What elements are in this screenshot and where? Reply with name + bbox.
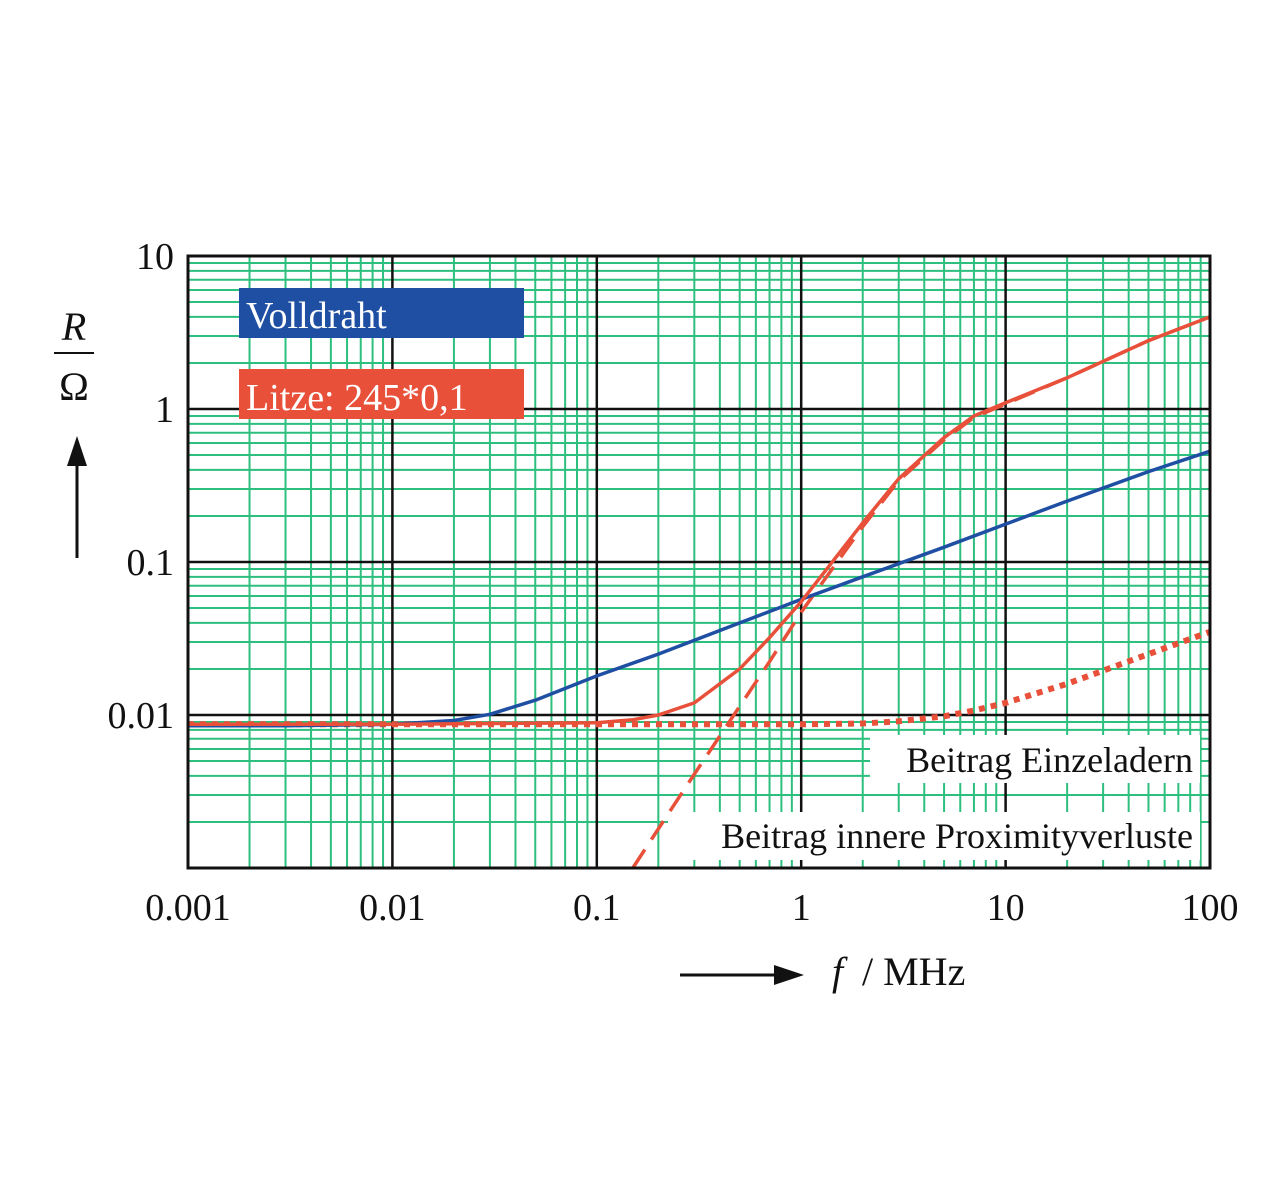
y-tick-label: 10 (136, 236, 174, 278)
y-axis-unit: Ω (59, 364, 89, 409)
y-tick-label: 1 (155, 389, 174, 431)
annotations: Beitrag Einzeladern Beitrag innere Proxi… (668, 735, 1200, 860)
y-axis-symbol: R (61, 304, 86, 349)
x-axis-unit: / MHz (862, 949, 965, 994)
x-axis-arrow-head (774, 965, 804, 985)
annotation-einzeladern: Beitrag Einzeladern (906, 740, 1193, 780)
x-tick-label: 10 (987, 887, 1025, 929)
y-axis-arrow-head (67, 436, 87, 466)
series-line-litze-245-0-1 (188, 315, 1211, 727)
legend-item-litze-box (239, 369, 524, 419)
legend: Volldraht Litze: 245*0,1 (239, 288, 524, 419)
x-tick-label: 0.001 (145, 887, 231, 929)
annotation-proximity: Beitrag innere Proximityverluste (721, 816, 1193, 856)
series-layer (188, 315, 1212, 869)
legend-item-volldraht-label: Volldraht (246, 295, 387, 337)
annotation-einzeladern-bg (870, 735, 1200, 783)
legend-item-litze-label: Litze: 245*0,1 (246, 377, 468, 419)
x-axis-title: f / MHz (680, 949, 965, 994)
y-axis-title: R Ω (54, 304, 94, 558)
legend-item-volldraht-box (239, 288, 524, 338)
y-tick-label: 0.01 (108, 695, 175, 737)
x-tick-labels: 0.001 0.01 0.1 1 10 100 (145, 887, 1238, 929)
annotation-proximity-bg (668, 812, 1200, 860)
y-tick-labels: 0.01 0.1 1 10 (108, 236, 175, 737)
x-tick-label: 0.01 (359, 887, 426, 929)
y-tick-label: 0.1 (127, 542, 175, 584)
x-axis-symbol: f (832, 949, 848, 994)
x-tick-label: 100 (1182, 887, 1239, 929)
x-tick-label: 0.1 (573, 887, 621, 929)
plot-frame (186, 254, 1212, 870)
x-tick-label: 1 (792, 887, 811, 929)
